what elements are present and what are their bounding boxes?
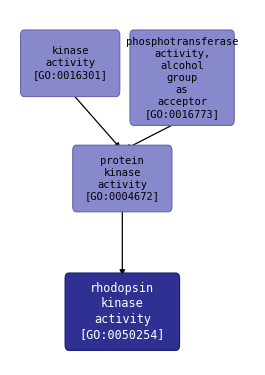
Text: protein
kinase
activity
[GO:0004672]: protein kinase activity [GO:0004672] — [85, 156, 160, 201]
Text: rhodopsin
kinase
activity
[GO:0050254]: rhodopsin kinase activity [GO:0050254] — [80, 282, 165, 342]
Text: kinase
activity
[GO:0016301]: kinase activity [GO:0016301] — [33, 46, 108, 80]
FancyBboxPatch shape — [65, 273, 180, 350]
FancyBboxPatch shape — [73, 145, 172, 212]
FancyBboxPatch shape — [21, 30, 120, 97]
FancyBboxPatch shape — [130, 30, 234, 125]
Text: phosphotransferase
activity,
alcohol
group
as
acceptor
[GO:0016773]: phosphotransferase activity, alcohol gro… — [126, 37, 238, 119]
